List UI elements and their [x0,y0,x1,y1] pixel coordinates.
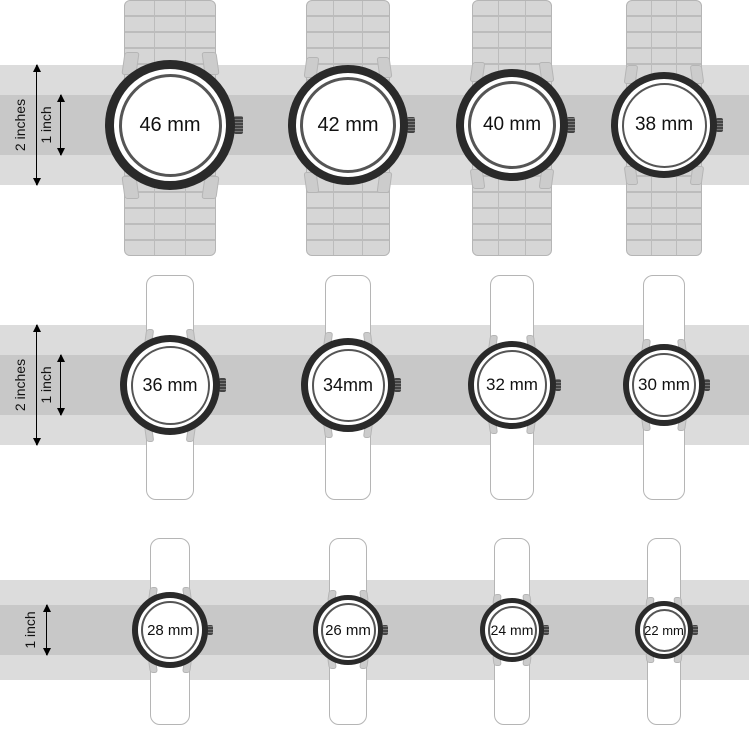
watch-size-label: 38 mm [635,114,693,136]
watch-size-label: 34mm [323,375,373,396]
watch-crown [716,118,723,133]
watch-case: 22 mm [635,601,693,659]
watch-case: 26 mm [313,595,383,665]
watch-size-label: 22 mm [644,623,684,638]
ruler-arrow [60,355,61,415]
watch-size-label: 30 mm [638,375,690,395]
ruler-arrow [46,605,47,655]
ruler-label: 2 inches [12,359,28,411]
watch-crown [407,117,415,134]
watch-case: 34mm [301,338,395,432]
ruler-arrow [36,325,37,445]
watch-size-chart: 2 inches 1 inch 46 mm 42 mm 40 mm 38 mm 2 inch… [0,0,749,749]
watch-size-label: 40 mm [483,114,541,136]
ruler-arrow [60,95,61,155]
watch-case: 46 mm [105,60,235,190]
watch-size-label: 24 mm [491,622,534,638]
watch-case: 32 mm [468,341,556,429]
watch-case: 42 mm [288,65,408,185]
watch-size-label: 26 mm [325,622,371,639]
ruler-label: 1 inch [38,366,54,403]
watch-size-label: 36 mm [142,375,197,396]
ruler-arrow [36,65,37,185]
ruler-label: 1 inch [22,611,38,648]
watch-size-label: 42 mm [317,114,378,137]
watch-case: 40 mm [456,69,568,181]
watch-case: 28 mm [132,592,208,668]
watch-case: 24 mm [480,598,544,662]
watch-size-label: 32 mm [486,375,538,395]
ruler-label: 2 inches [12,99,28,151]
watch-case: 30 mm [623,344,705,426]
watch-case: 38 mm [611,72,717,178]
watch-size-label: 28 mm [147,622,193,639]
watch-case: 36 mm [120,335,220,435]
watch-crown [219,378,226,392]
watch-crown [567,117,575,133]
watch-crown [234,116,243,134]
watch-size-label: 46 mm [139,114,200,137]
ruler-label: 1 inch [38,106,54,143]
